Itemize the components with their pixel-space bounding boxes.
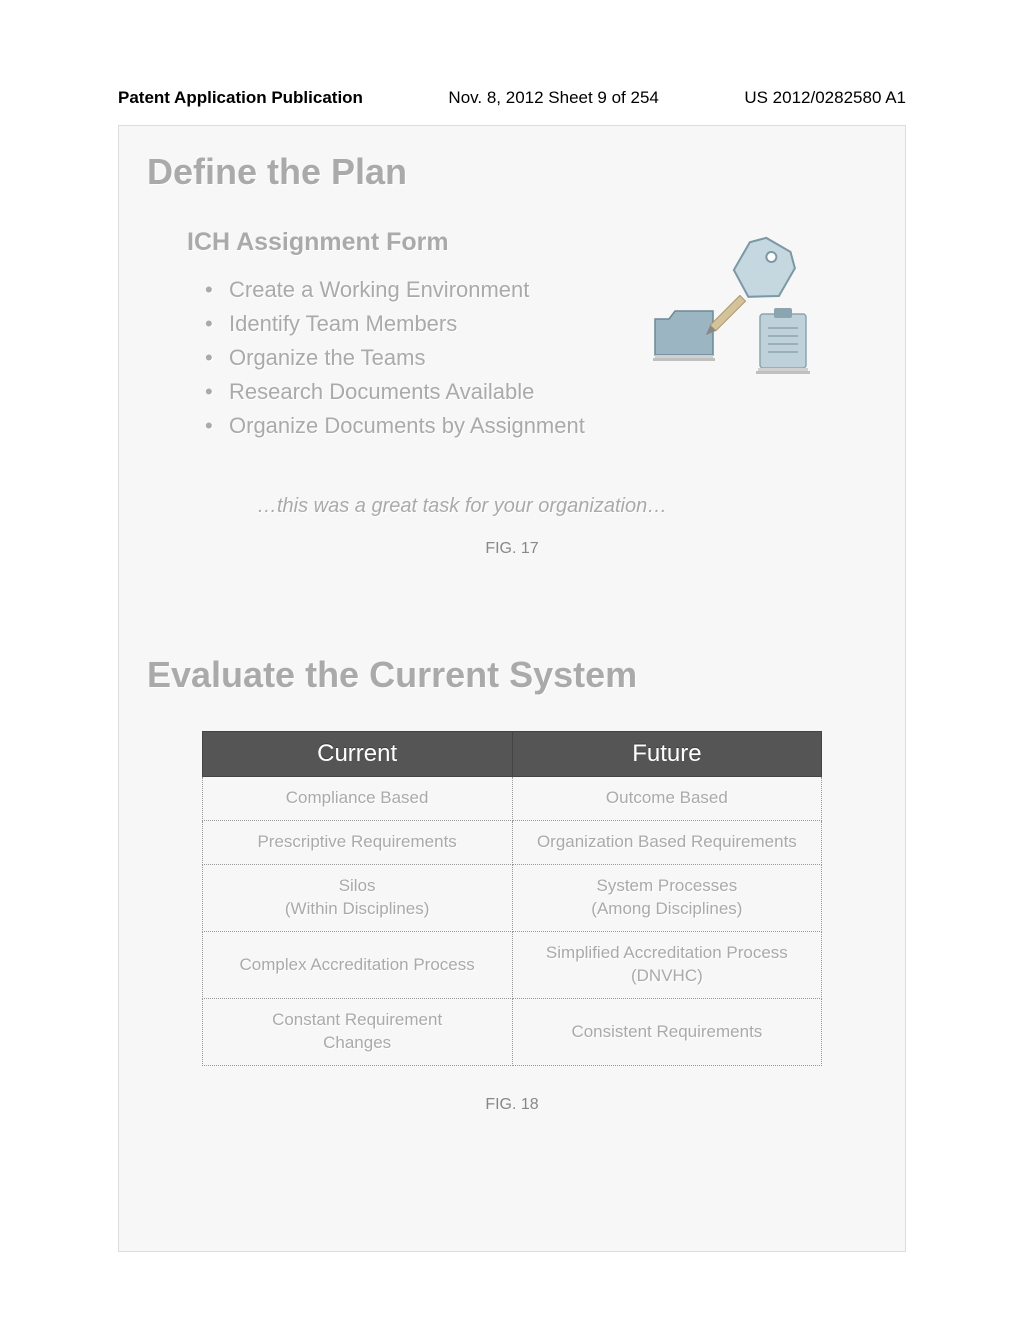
table-cell: Outcome Based — [512, 777, 822, 821]
page-header: Patent Application Publication Nov. 8, 2… — [0, 0, 1024, 108]
slide1-title: Define the Plan — [147, 151, 877, 193]
table-row: Prescriptive RequirementsOrganization Ba… — [202, 821, 822, 865]
figure-caption-18: FIG. 18 — [147, 1096, 877, 1114]
figure-caption-17: FIG. 17 — [147, 540, 877, 558]
publication-number: US 2012/0282580 A1 — [744, 88, 906, 108]
table-header-current: Current — [202, 732, 512, 777]
table-cell: Compliance Based — [202, 777, 512, 821]
table-header-future: Future — [512, 732, 822, 777]
table-cell: Consistent Requirements — [512, 999, 822, 1066]
comparison-table: Current Future Compliance BasedOutcome B… — [202, 731, 823, 1066]
list-item: Create a Working Environment — [205, 273, 877, 307]
table-cell: Organization Based Requirements — [512, 821, 822, 865]
table-row: Constant RequirementChangesConsistent Re… — [202, 999, 822, 1066]
table-cell: System Processes(Among Disciplines) — [512, 865, 822, 932]
list-item: Identify Team Members — [205, 307, 877, 341]
slide2-title: Evaluate the Current System — [147, 654, 877, 696]
table-cell: Silos(Within Disciplines) — [202, 865, 512, 932]
list-item: Research Documents Available — [205, 375, 877, 409]
table-cell: Prescriptive Requirements — [202, 821, 512, 865]
slide1-bullets: Create a Working Environment Identify Te… — [205, 273, 877, 443]
slide-evaluate-system: Evaluate the Current System Current Futu… — [147, 654, 877, 1114]
table-cell: Constant RequirementChanges — [202, 999, 512, 1066]
slide-define-plan: Define the Plan — [147, 151, 877, 558]
table-cell: Complex Accreditation Process — [202, 932, 512, 999]
slide1-tagline: …this was a great task for your organiza… — [257, 495, 877, 518]
publication-date-sheet: Nov. 8, 2012 Sheet 9 of 254 — [448, 88, 658, 108]
list-item: Organize Documents by Assignment — [205, 409, 877, 443]
table-row: Compliance BasedOutcome Based — [202, 777, 822, 821]
publication-type: Patent Application Publication — [118, 88, 363, 108]
table-cell: Simplified Accreditation Process(DNVHC) — [512, 932, 822, 999]
list-item: Organize the Teams — [205, 341, 877, 375]
content-frame: Define the Plan — [118, 125, 906, 1252]
table-row: Silos(Within Disciplines)System Processe… — [202, 865, 822, 932]
table-row: Complex Accreditation ProcessSimplified … — [202, 932, 822, 999]
